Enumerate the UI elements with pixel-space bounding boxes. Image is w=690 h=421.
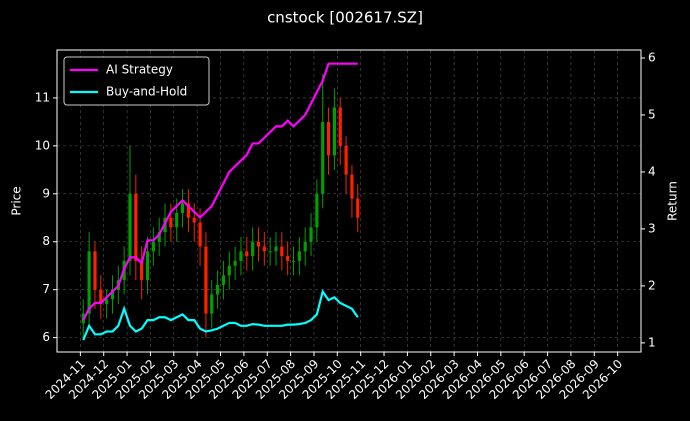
- candle-body: [233, 260, 237, 266]
- candle-body: [280, 246, 284, 257]
- candle-body: [151, 241, 155, 252]
- y-tick-label: 9: [42, 186, 50, 200]
- plot-frame: [56, 49, 642, 353]
- candle-body: [192, 217, 196, 223]
- candle-body: [297, 251, 301, 261]
- y-tick-label: 6: [42, 330, 50, 344]
- candle-body: [309, 227, 313, 242]
- candle-body: [332, 107, 337, 156]
- y2-tick-label: 1: [648, 335, 656, 349]
- candle-body: [227, 265, 231, 276]
- candle-body: [356, 198, 360, 218]
- candle-body: [110, 289, 115, 300]
- candle-body: [198, 222, 202, 247]
- candle-body: [303, 241, 307, 252]
- candle-body: [315, 193, 319, 228]
- series-line: [82, 62, 358, 321]
- candle-body: [268, 251, 272, 253]
- candle-body: [338, 107, 342, 146]
- legend-label: Buy-and-Hold: [106, 85, 187, 99]
- candle-body: [87, 251, 91, 314]
- candle-body: [326, 121, 331, 156]
- candle-body: [256, 241, 261, 247]
- candle-body: [344, 145, 348, 175]
- y-tick-label: 8: [42, 234, 50, 248]
- y-tick-label: 11: [35, 90, 50, 104]
- y-tick-label: 7: [42, 282, 50, 296]
- y2-tick-label: 2: [648, 278, 656, 292]
- candle-body: [286, 256, 290, 261]
- candle-body: [321, 121, 325, 194]
- candle-body: [239, 251, 243, 261]
- series-line: [82, 288, 359, 341]
- candle-body: [221, 275, 226, 285]
- candle-body: [128, 193, 132, 261]
- candle-body: [251, 241, 255, 257]
- candle-body: [134, 193, 138, 261]
- y2-axis-label: Return: [666, 181, 680, 221]
- candle-body: [215, 284, 220, 295]
- chart-title: cnstock [002617.SZ]: [267, 9, 423, 27]
- candle-body: [180, 203, 185, 213]
- candle-body: [105, 299, 109, 305]
- y2-tick-label: 5: [648, 107, 656, 121]
- candle-body: [145, 251, 150, 281]
- y-axis-label: Price: [10, 186, 24, 215]
- candle-body: [157, 232, 161, 242]
- legend-label: AI Strategy: [106, 63, 173, 77]
- candle-body: [291, 260, 296, 262]
- candle-body: [93, 251, 97, 290]
- y2-tick-label: 4: [648, 164, 656, 178]
- candle-body: [99, 289, 103, 305]
- candle-body: [350, 174, 354, 199]
- candle-body: [210, 294, 214, 314]
- candle-body: [169, 217, 173, 228]
- y2-tick-label: 3: [648, 221, 656, 235]
- y-tick-label: 10: [35, 138, 50, 152]
- candle-body: [262, 246, 266, 252]
- candle-body: [175, 212, 179, 228]
- candle-body: [204, 246, 208, 314]
- legend: AI Strategy Buy-and-Hold: [63, 56, 210, 106]
- candle-body: [140, 260, 144, 281]
- legend-box: [63, 56, 210, 106]
- candle-body: [245, 251, 249, 257]
- candle-body: [274, 246, 278, 252]
- candle-body: [186, 203, 191, 218]
- y2-tick-label: 6: [648, 50, 656, 64]
